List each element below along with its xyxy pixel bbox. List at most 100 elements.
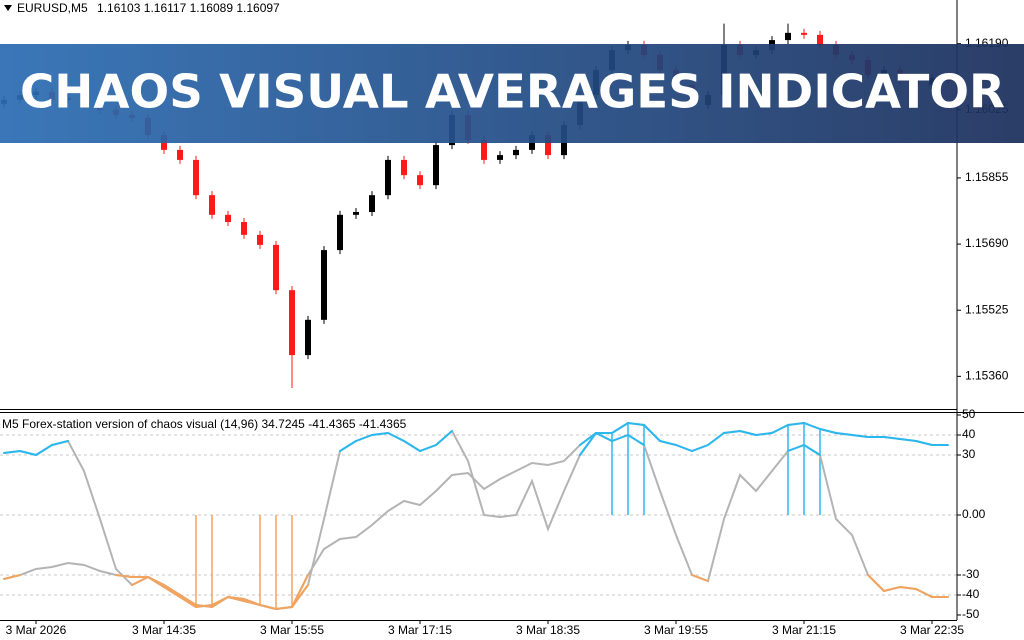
chart-header: EURUSD,M5 1.16103 1.16117 1.16089 1.1609…: [17, 1, 280, 15]
highlight-segment: [835, 432, 853, 436]
highlight-segment: [227, 596, 245, 600]
highlight-segment: [899, 586, 917, 590]
x-tick-label: 3 Mar 2026: [6, 623, 67, 637]
candle-body: [177, 149, 183, 160]
highlight-segment: [435, 430, 453, 446]
y-tick-label: 1.15525: [965, 302, 1009, 316]
highlight-segment: [883, 586, 901, 592]
candle-body: [385, 159, 391, 196]
candle-body: [801, 32, 807, 35]
highlight-segment: [627, 434, 645, 446]
y-tick-label: 50: [962, 407, 976, 421]
highlight-segment: [291, 574, 309, 608]
highlight-segment: [579, 432, 597, 456]
highlight-segment: [51, 440, 69, 446]
indicator-header: M5 Forex-station version of chaos visual…: [2, 417, 407, 431]
ohlc-close: 1.16097: [236, 1, 280, 15]
candle-body: [337, 214, 343, 251]
highlight-segment: [659, 440, 677, 446]
indicator-readout: -41.4365: [308, 417, 356, 431]
highlight-segment: [195, 604, 213, 608]
y-tick-label: 0.00: [962, 507, 986, 521]
x-tick-label: 3 Mar 18:35: [516, 623, 580, 637]
x-tick-label: 3 Mar 19:55: [644, 623, 708, 637]
highlight-segment: [915, 588, 933, 598]
highlight-segment: [787, 422, 805, 426]
ohlc-low: 1.16089: [190, 1, 234, 15]
x-tick-label: 3 Mar 21:15: [772, 623, 836, 637]
banner: [0, 44, 1024, 143]
highlight-segment: [179, 596, 197, 608]
highlight-segment: [131, 576, 149, 586]
indicator-name: M5 Forex-station version of chaos visual…: [2, 417, 258, 431]
y-tick-label: 40: [962, 427, 976, 441]
x-tick-label: 3 Mar 22:35: [900, 623, 964, 637]
highlight-segment: [899, 438, 917, 442]
candle-body: [417, 175, 423, 186]
candle-body: [257, 234, 263, 245]
highlight-segment: [243, 598, 261, 606]
highlight-segment: [803, 422, 821, 430]
indicator-readout: 34.7245: [261, 417, 305, 431]
highlight-segment: [707, 432, 725, 446]
candle-body: [305, 319, 311, 356]
highlight-segment: [611, 422, 629, 434]
y-tick-label: 1.15690: [965, 236, 1009, 250]
x-tick-label: 3 Mar 14:35: [132, 623, 196, 637]
candle-body: [241, 222, 247, 235]
highlight-segment: [3, 574, 21, 580]
highlight-segment: [211, 596, 229, 608]
candle-body: [321, 250, 327, 320]
candle-body: [289, 290, 295, 356]
highlight-segment: [147, 576, 165, 586]
banner-title: CHAOS VISUAL AVERAGES INDICATOR: [20, 65, 1005, 119]
highlight-segment: [643, 424, 661, 442]
highlight-segment: [179, 594, 197, 606]
highlight-segment: [163, 584, 181, 596]
highlight-segment: [867, 574, 885, 592]
highlight-segment: [611, 434, 629, 442]
highlight-segment: [691, 574, 709, 582]
highlight-segment: [787, 444, 805, 452]
highlight-segment: [851, 434, 869, 438]
highlight-segment: [627, 422, 645, 426]
candle-body: [225, 214, 231, 223]
highlight-segment: [275, 606, 293, 610]
candle-body: [785, 32, 791, 41]
highlight-segment: [883, 436, 901, 440]
candle-body: [193, 159, 199, 196]
highlight-segment: [259, 604, 277, 610]
ohlc-high: 1.16117: [144, 1, 187, 15]
y-tick-label: -40: [962, 587, 980, 601]
highlight-segment: [3, 450, 21, 454]
candle-body: [353, 212, 359, 215]
candle-body: [545, 135, 551, 156]
candle-body: [481, 139, 487, 160]
highlight-segment: [755, 432, 773, 436]
candle-body: [433, 145, 439, 186]
x-tick-label: 3 Mar 17:15: [388, 623, 452, 637]
highlight-segment: [691, 444, 709, 452]
x-tick-label: 3 Mar 15:55: [260, 623, 324, 637]
candle-body: [369, 195, 375, 213]
highlight-segment: [803, 444, 821, 456]
candle-body: [209, 195, 215, 215]
highlight-segment: [339, 440, 357, 452]
highlight-segment: [115, 574, 133, 578]
candle-body: [497, 155, 503, 160]
highlight-segment: [579, 432, 597, 446]
collapse-icon[interactable]: [4, 5, 12, 11]
y-tick-label: -30: [962, 567, 980, 581]
highlight-segment: [723, 430, 741, 434]
y-tick-label: -50: [962, 607, 980, 621]
ohlc-open: 1.16103: [97, 1, 141, 15]
highlight-segment: [387, 432, 405, 442]
highlight-segment: [595, 432, 613, 442]
highlight-segment: [771, 424, 789, 434]
highlight-segment: [819, 428, 837, 434]
highlight-segment: [355, 434, 373, 442]
highlight-segment: [915, 440, 933, 446]
highlight-segment: [35, 444, 53, 456]
candle-body: [401, 159, 407, 176]
